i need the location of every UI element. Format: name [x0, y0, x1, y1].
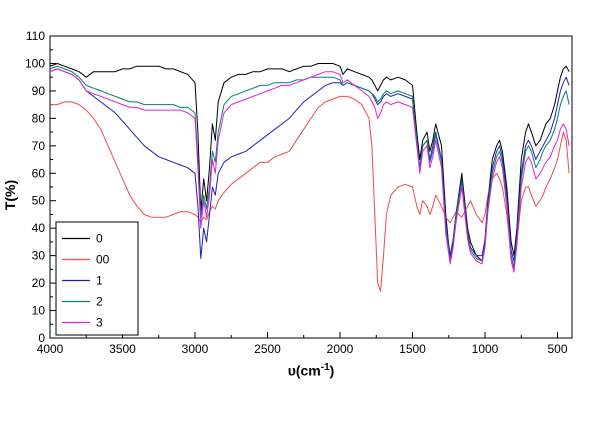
series-line-0 — [49, 63, 570, 262]
y-axis-label: T(%) — [2, 179, 18, 211]
y-tick-label: 20 — [32, 276, 46, 290]
legend-label-2: 2 — [96, 295, 103, 309]
legend-label-0: 0 — [96, 232, 103, 246]
y-tick-label: 100 — [25, 56, 45, 70]
x-tick-label: 2500 — [254, 342, 281, 356]
legend-label-00: 00 — [96, 253, 110, 267]
legend-box — [55, 221, 139, 336]
y-tick-label: 50 — [32, 194, 46, 208]
x-axis-label-base: υ(cm — [287, 362, 321, 379]
x-tick-label: 4000 — [37, 342, 64, 356]
x-tick-label: 2000 — [327, 342, 354, 356]
legend-label-1: 1 — [96, 274, 103, 288]
series-line-3 — [49, 68, 570, 273]
y-tick-label: 60 — [32, 166, 46, 180]
x-tick-label: 1500 — [399, 342, 426, 356]
y-tick-label: 0 — [38, 331, 45, 345]
legend-label-3: 3 — [96, 316, 103, 330]
x-tick-label: 3500 — [109, 342, 136, 356]
y-tick-label: 90 — [32, 84, 46, 98]
y-tick-label: 40 — [32, 221, 46, 235]
y-tick-label: 110 — [26, 29, 45, 43]
y-tick-label: 10 — [32, 304, 46, 318]
x-axis-label-close: ) — [329, 362, 335, 379]
x-axis-label: υ(cm-1) — [0, 362, 600, 379]
x-tick-label: 1000 — [472, 342, 499, 356]
x-axis-label-exponent: -1 — [320, 362, 330, 373]
x-tick-label: 500 — [547, 342, 567, 356]
y-tick-label: 70 — [32, 139, 46, 153]
y-tick-label: 30 — [32, 249, 46, 263]
x-tick-label: 3000 — [182, 342, 209, 356]
y-tick-label: 80 — [32, 111, 46, 125]
